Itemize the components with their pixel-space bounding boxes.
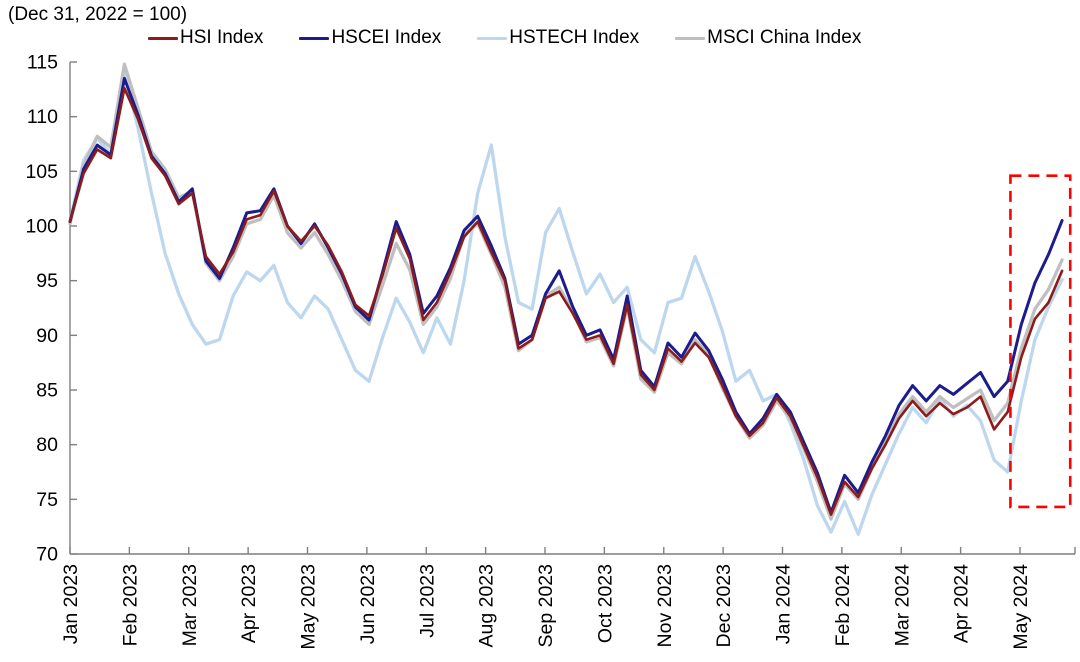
x-axis-tick-label: Dec 2023 [713, 564, 735, 647]
legend-item: HSI Index [148, 27, 263, 49]
legend-line-swatch [477, 36, 508, 40]
highlight-annotation-box [1009, 174, 1072, 509]
x-axis-tick-label: Apr 2023 [238, 564, 260, 643]
legend: HSI Index HSCEI Index HSTECH Index MSCI Chi… [148, 27, 861, 49]
legend-label: HSTECH Index [509, 27, 640, 48]
y-axis-tick-label: 90 [36, 325, 58, 347]
y-axis-tick-label: 110 [27, 106, 58, 128]
x-axis-tick-label: Aug 2023 [476, 564, 498, 648]
x-axis-tick-label: Oct 2023 [594, 564, 616, 643]
y-axis-tick-label: 75 [36, 489, 58, 511]
legend-line-swatch [148, 36, 178, 40]
x-axis-tick-label: Mar 2023 [179, 564, 201, 646]
legend-item: HSCEI Index [299, 27, 441, 49]
legend-label: MSCI China Index [707, 27, 862, 48]
series-line-msci-china-index [68, 62, 1064, 521]
x-axis-tick-label: Jan 2023 [60, 564, 82, 644]
x-axis-tick-label: Jun 2023 [357, 564, 379, 644]
y-axis-tick-label: 105 [25, 161, 58, 183]
x-axis-tick-label: May 2023 [298, 564, 320, 650]
series-line-hscei-index [68, 76, 1064, 514]
x-axis-tick-label: Jul 2023 [416, 564, 438, 638]
y-axis-tick-label: 70 [36, 544, 58, 566]
y-axis-tick-label: 85 [36, 380, 58, 402]
y-axis-tick-label: 100 [25, 216, 58, 238]
legend-label: HSCEI Index [331, 27, 442, 48]
legend-line-swatch [299, 36, 330, 40]
y-axis-tick-label: 95 [36, 270, 58, 292]
series-line-hsi-index [68, 86, 1064, 516]
legend-item: HSTECH Index [477, 27, 639, 49]
x-axis-tick-label: Nov 2023 [654, 564, 676, 647]
x-axis-tick-label: Jan 2024 [773, 564, 795, 644]
y-axis-tick-label: 80 [36, 434, 58, 456]
x-axis-tick-label: Sep 2023 [535, 564, 557, 648]
x-axis-tick-label: Feb 2023 [119, 564, 141, 646]
y-axis-tick-label: 115 [27, 52, 58, 74]
x-axis-tick-label: Apr 2024 [951, 564, 973, 643]
x-axis-tick-label: Mar 2024 [891, 564, 913, 647]
x-axis-tick-label: Feb 2024 [832, 564, 854, 647]
x-axis-tick-label: May 2024 [1010, 564, 1032, 650]
chart-title: (Dec 31, 2022 = 100) [8, 4, 188, 25]
legend-item: MSCI China Index [675, 27, 861, 49]
series-line-hstech-index [68, 71, 1064, 536]
legend-line-swatch [675, 36, 706, 40]
legend-label: HSI Index [180, 27, 264, 48]
